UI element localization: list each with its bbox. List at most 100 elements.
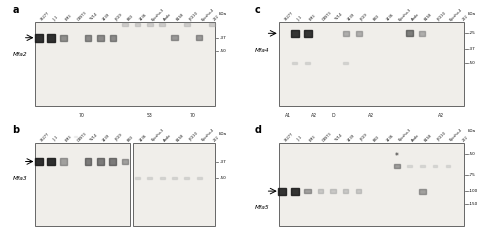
Text: JKG10: JKG10 [436,11,447,22]
Text: TV14: TV14 [334,133,344,142]
Text: -50: -50 [220,49,226,53]
Text: Mfa2: Mfa2 [12,52,27,57]
Bar [147,23,153,26]
Bar [330,189,336,193]
Text: Ji-1: Ji-1 [52,135,59,142]
Text: 33277: 33277 [283,132,294,142]
Text: 222: 222 [462,135,469,142]
Bar [446,165,450,167]
Text: -37: -37 [469,47,476,51]
Bar [407,165,412,167]
Text: EM3: EM3 [308,134,317,142]
Text: 33277: 33277 [40,132,50,142]
Bar [394,164,400,168]
Text: D8ST3: D8ST3 [322,11,332,22]
Bar [420,31,426,35]
Text: Kyushu-4: Kyushu-4 [200,128,215,142]
Bar [47,158,55,165]
Bar [35,34,42,41]
Text: Kyushu-3: Kyushu-3 [151,128,166,142]
Bar [160,177,164,179]
Text: Ando: Ando [164,12,173,22]
Text: Kyushu-3: Kyushu-3 [151,7,166,22]
Bar [406,30,413,36]
Text: JKG9: JKG9 [360,133,369,142]
Bar [318,189,323,193]
Bar [433,165,438,167]
Bar [60,159,66,165]
Text: JKG10: JKG10 [436,132,447,142]
Bar [47,34,55,41]
Bar [74,136,77,137]
Text: 1439: 1439 [102,13,111,22]
Text: b: b [12,125,20,135]
Text: -100: -100 [469,189,478,193]
Bar [419,189,426,194]
Text: -75: -75 [469,173,476,177]
Bar [110,158,116,165]
Text: 1436: 1436 [138,13,148,22]
Text: B158: B158 [176,133,185,142]
Text: *: * [395,152,399,161]
Text: A1: A1 [286,113,292,118]
Text: a: a [12,5,19,15]
Bar [122,23,128,26]
Bar [291,187,299,195]
Text: B43: B43 [372,14,380,22]
Text: Kyushu-3: Kyushu-3 [398,7,412,22]
Bar [84,158,91,165]
Bar [196,35,202,40]
Bar [159,23,165,26]
Text: EM3: EM3 [64,134,72,142]
Text: -37: -37 [220,160,226,163]
Bar [134,23,140,26]
Text: B43: B43 [126,134,134,142]
Bar [343,61,348,64]
Text: Ando: Ando [411,12,420,22]
Bar [305,61,310,64]
Bar [135,177,140,179]
Bar [148,177,152,179]
Text: 222: 222 [462,14,469,22]
Text: 70: 70 [190,113,196,118]
Text: -25: -25 [469,31,476,35]
Text: Ji-1: Ji-1 [52,15,59,22]
Bar [292,61,298,64]
Text: Mfa4: Mfa4 [255,47,270,53]
Text: B158: B158 [424,12,433,22]
Bar [35,143,130,226]
Bar [343,31,349,36]
Text: A2: A2 [368,113,374,118]
Text: 70: 70 [79,113,85,118]
Bar [356,31,362,36]
Text: -150: -150 [469,202,478,206]
Text: TV14: TV14 [89,133,99,142]
Text: 222: 222 [212,14,220,22]
Bar [420,165,424,167]
Bar [208,23,214,26]
Text: Ando: Ando [164,133,173,142]
Bar [34,158,43,165]
Text: 1439: 1439 [347,13,356,22]
Text: -50: -50 [469,152,476,156]
Text: Mfa3: Mfa3 [12,176,27,181]
Text: kDa: kDa [468,12,475,16]
Text: 1439: 1439 [347,133,356,142]
Bar [85,35,91,41]
Text: 1436: 1436 [138,133,148,142]
Bar [304,189,310,193]
Text: Ando: Ando [411,133,420,142]
Text: JKG9: JKG9 [114,13,123,22]
Text: TV14: TV14 [89,13,99,22]
Text: -50: -50 [220,176,226,180]
Text: EM3: EM3 [308,13,317,22]
Bar [122,159,128,164]
Text: 53: 53 [147,113,152,118]
Bar [132,143,215,226]
Bar [278,143,464,226]
Text: JKG10: JKG10 [188,11,198,22]
Bar [184,177,190,179]
Bar [356,189,361,193]
Bar [278,22,464,106]
Text: Kyushu-4: Kyushu-4 [449,128,464,142]
